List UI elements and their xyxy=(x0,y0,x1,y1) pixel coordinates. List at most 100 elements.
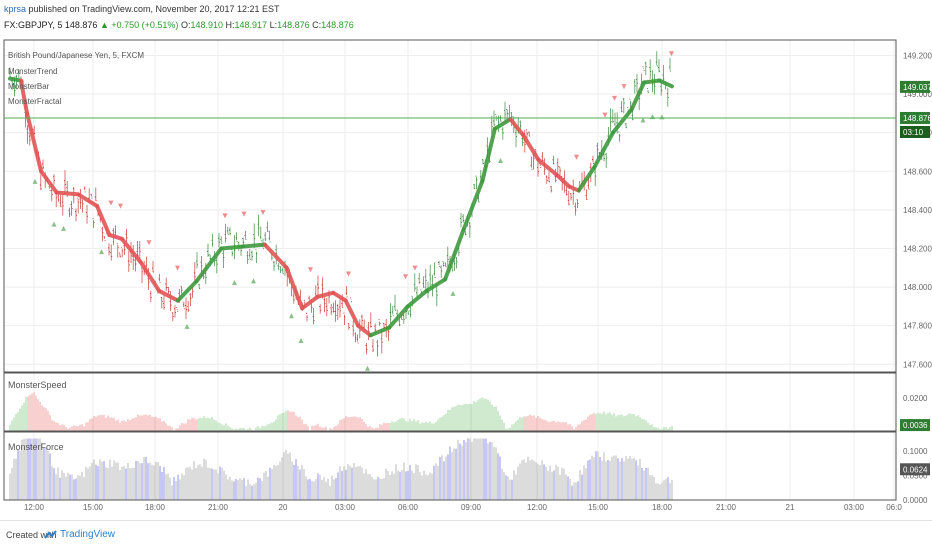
time-axis-tick: 09:00 xyxy=(461,503,482,512)
time-axis-tick: 12:00 xyxy=(527,503,548,512)
legend-item-monster-fractal[interactable]: MonsterFractal xyxy=(8,97,62,106)
time-axis-tick: 06:0 xyxy=(886,503,902,512)
trend-segment xyxy=(536,157,560,178)
price-axis-tick: 148.200 xyxy=(903,244,932,253)
trend-segment xyxy=(492,117,513,131)
trend-segment xyxy=(54,190,81,197)
last-price: 148.876 xyxy=(64,20,98,30)
fractal-down-marker xyxy=(602,112,608,118)
time-axis-tick: 03:00 xyxy=(844,503,865,512)
fractal-down-marker xyxy=(260,209,266,215)
price-axis-tick: 148.400 xyxy=(903,206,932,215)
chart-canvas[interactable]: 147.600 147.800 148.000 148.200 148.400 148.6… xyxy=(0,0,932,520)
trend-segment xyxy=(262,242,289,270)
time-axis-tick: 15:00 xyxy=(83,503,104,512)
low-label: L: xyxy=(269,20,278,30)
speed-axis-tick: 0.0200 xyxy=(903,394,928,403)
speed-pane-title: MonsterSpeed xyxy=(8,380,67,390)
fractal-down-marker xyxy=(574,154,579,160)
open-value: 148.910 xyxy=(190,20,224,30)
fractal-down-marker xyxy=(403,274,408,280)
trend-segment xyxy=(368,325,392,338)
trend-segment xyxy=(480,126,497,183)
trend-segment xyxy=(576,165,597,193)
bar-timer-badge-text: 03:10 xyxy=(903,128,924,137)
trend-segment xyxy=(107,232,124,241)
grid-lines xyxy=(4,40,896,500)
time-axis-tick: 03:00 xyxy=(335,503,356,512)
trend-segment xyxy=(592,130,615,170)
legend-item-monster-trend[interactable]: MonsterTrend xyxy=(8,67,58,76)
time-axis-tick: 21:00 xyxy=(716,503,737,512)
trend-segment xyxy=(219,244,246,251)
time-axis-tick: 21:00 xyxy=(208,503,229,512)
quote-line: FX:GBPJPY, 5 148.876 ▲ +0.750 (+0.51%) O… xyxy=(4,20,354,30)
time-axis-tick: 20 xyxy=(279,503,288,512)
speed-bars xyxy=(9,392,673,431)
time-axis-tick: 18:00 xyxy=(652,503,673,512)
time-axis-tick: 06:00 xyxy=(398,503,419,512)
trend-segment xyxy=(642,78,662,85)
fractal-up-marker xyxy=(99,249,104,255)
trend-segment xyxy=(175,279,199,303)
trend-segment xyxy=(629,80,647,112)
fractal-up-marker xyxy=(659,114,665,120)
force-pane-title: MonsterForce xyxy=(8,442,64,452)
tradingview-logo-icon xyxy=(44,530,57,539)
time-axis-tick: 18:00 xyxy=(145,503,166,512)
trend-segment xyxy=(331,290,348,303)
trend-segment xyxy=(241,242,267,249)
fractal-up-marker xyxy=(450,290,456,296)
time-axis-tick: 15:00 xyxy=(588,503,609,512)
speed-value-badge xyxy=(900,419,930,432)
price-axis-tick: 148.600 xyxy=(903,167,932,176)
up-arrow-icon: ▲ xyxy=(99,20,109,30)
legend-item-monster-bar[interactable]: MonsterBar xyxy=(8,82,50,91)
high-label: H: xyxy=(225,20,235,30)
fractal-down-marker xyxy=(669,51,674,57)
price-change: +0.750 (+0.51%) xyxy=(111,20,179,30)
fractal-down-marker xyxy=(222,213,228,219)
username-link[interactable]: kprsa xyxy=(4,4,27,14)
trend-segment xyxy=(508,117,525,137)
fractal-up-marker xyxy=(365,365,370,371)
fractal-down-marker xyxy=(621,84,627,90)
fractal-up-marker xyxy=(232,280,237,286)
trend-segment xyxy=(424,277,448,293)
trend-segment xyxy=(520,132,541,162)
legend-title: British Pound/Japanese Yen, 5, FXCM xyxy=(8,51,144,60)
price-axis-tick: 147.600 xyxy=(903,360,932,369)
fractal-up-marker xyxy=(289,313,294,319)
time-axis-tick: 12:00 xyxy=(24,503,45,512)
trend-segment xyxy=(387,304,410,330)
fractal-up-marker xyxy=(298,338,304,344)
fractal-down-marker xyxy=(175,265,180,271)
trend-value-badge xyxy=(900,80,930,93)
close-label: C: xyxy=(312,20,322,30)
force-value-badge-text: 0.0624 xyxy=(903,465,928,474)
tradingview-brand-link[interactable]: TradingView xyxy=(60,529,116,540)
axis-badges: 149.037 148.876 03:10 0.0036 0.0624 xyxy=(900,80,932,476)
created-with-text: Created with xyxy=(6,530,57,540)
fractal-markers xyxy=(32,51,674,371)
trend-segment xyxy=(76,192,100,208)
trend-segment xyxy=(284,265,305,311)
trend-segment xyxy=(356,323,373,338)
fractal-down-marker xyxy=(346,271,351,277)
price-candles xyxy=(9,51,671,357)
fractal-down-marker xyxy=(241,211,247,217)
trend-value-badge-text: 149.037 xyxy=(903,83,932,92)
trend-segment xyxy=(315,290,336,299)
force-axis-tick: 0.0000 xyxy=(903,496,928,505)
trend-segment xyxy=(194,246,224,284)
trend-segment xyxy=(343,298,361,328)
bar-timer-badge xyxy=(900,125,930,138)
fractal-down-marker xyxy=(108,200,114,206)
fractal-up-marker xyxy=(61,225,66,231)
last-price-badge-text: 148.876 xyxy=(903,114,932,123)
published-text: published on TradingView.com, November 2… xyxy=(28,4,280,14)
price-axis-tick: 149.000 xyxy=(903,90,932,99)
fractal-down-marker xyxy=(146,240,152,246)
trend-segment xyxy=(18,78,30,116)
fractal-up-marker xyxy=(640,117,646,123)
